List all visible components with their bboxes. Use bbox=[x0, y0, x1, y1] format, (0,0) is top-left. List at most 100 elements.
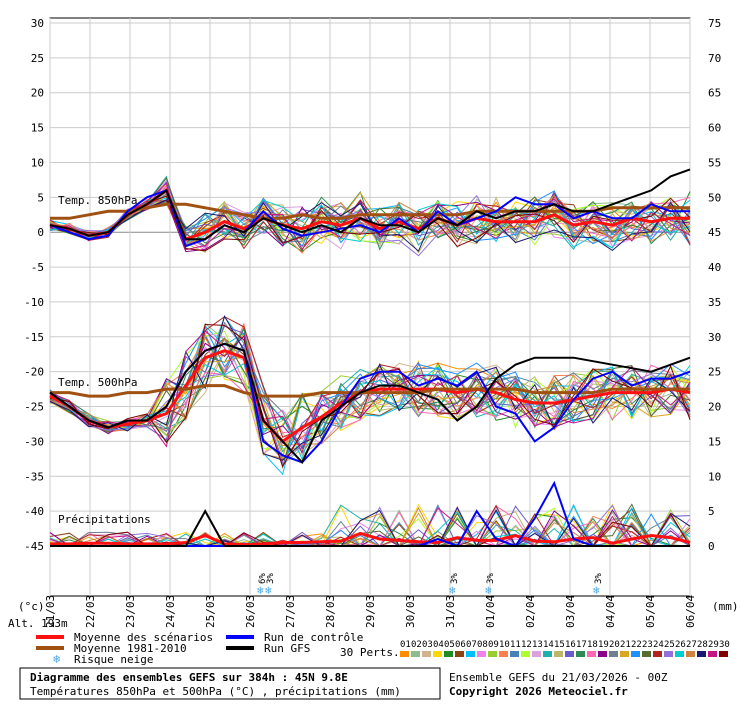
series-t500-line bbox=[50, 384, 690, 398]
left-tick-label: -30 bbox=[24, 435, 44, 448]
pert-number: 07 bbox=[466, 640, 477, 650]
legend-snow: Risque neige bbox=[74, 653, 153, 666]
pert-swatch bbox=[411, 651, 420, 657]
pert-number: 17 bbox=[576, 640, 587, 650]
pert-swatch bbox=[708, 651, 717, 657]
right-tick-label: 75 bbox=[708, 17, 721, 30]
series-precip-line bbox=[50, 509, 690, 547]
member-t500-line bbox=[49, 338, 691, 459]
pert-swatch bbox=[499, 651, 508, 657]
left-tick-label: 25 bbox=[31, 52, 44, 65]
date-tick-label: 26/03 bbox=[244, 595, 257, 628]
footer-subtitle: Températures 850hPa et 500hPa (°C) , pré… bbox=[30, 685, 401, 698]
date-tick-label: 24/03 bbox=[164, 595, 177, 628]
pert-swatch bbox=[444, 651, 453, 657]
pert-swatch bbox=[576, 651, 585, 657]
member-precip-line bbox=[50, 504, 691, 547]
date-tick-label: 31/03 bbox=[444, 595, 457, 628]
pert-number: 11 bbox=[510, 640, 521, 650]
run-info: Ensemble GEFS du 21/03/2026 - 00Z bbox=[449, 671, 668, 684]
snow-probability: 3% bbox=[594, 573, 604, 584]
copyright: Copyright 2026 Meteociel.fr bbox=[449, 685, 628, 698]
pert-number: 27 bbox=[686, 640, 697, 650]
pert-number: 01 bbox=[400, 640, 411, 650]
left-tick-label: -5 bbox=[31, 261, 44, 274]
snow-probability: 3% bbox=[486, 573, 496, 584]
left-tick-label: -45 bbox=[24, 540, 44, 553]
left-tick-label: 20 bbox=[31, 87, 44, 100]
series-t850-line bbox=[49, 189, 690, 248]
left-tick-label: -20 bbox=[24, 366, 44, 379]
right-tick-label: 10 bbox=[708, 470, 721, 483]
series-precip-line bbox=[50, 531, 691, 547]
legend-mean: Moyenne des scénarios bbox=[74, 631, 213, 644]
pert-swatch bbox=[631, 651, 640, 657]
pert-number: 20 bbox=[609, 640, 620, 650]
date-tick-label: 28/03 bbox=[324, 595, 337, 628]
member-t500-line bbox=[49, 327, 691, 437]
pert-swatch bbox=[422, 651, 431, 657]
pert-number: 08 bbox=[477, 640, 488, 650]
left-tick-label: -35 bbox=[24, 470, 44, 483]
pert-swatch bbox=[466, 651, 475, 657]
date-tick-label: 04/04 bbox=[604, 595, 617, 628]
pert-number: 10 bbox=[499, 640, 510, 650]
pert-number: 29 bbox=[708, 640, 719, 650]
snowflake-icon: ❄ bbox=[593, 584, 600, 597]
pert-number: 26 bbox=[675, 640, 686, 650]
pert-number: 05 bbox=[444, 640, 455, 650]
label-t500: Temp. 500hPa bbox=[58, 376, 137, 389]
pert-swatch bbox=[488, 651, 497, 657]
pert-swatch bbox=[587, 651, 596, 657]
date-tick-label: 22/03 bbox=[84, 595, 97, 628]
date-tick-label: 23/03 bbox=[124, 595, 137, 628]
snow-markers: 6%❄3%❄3%❄3%❄3%❄ bbox=[257, 573, 604, 597]
member-t500-line bbox=[49, 332, 691, 456]
pert-swatch bbox=[565, 651, 574, 657]
legend-climo: Moyenne 1981-2010 bbox=[74, 642, 187, 655]
pert-swatch bbox=[697, 651, 706, 657]
series-t500-line bbox=[49, 342, 691, 465]
pert-swatch bbox=[664, 651, 673, 657]
pert-swatch bbox=[400, 651, 409, 657]
pert-swatch bbox=[653, 651, 662, 657]
right-tick-label: 30 bbox=[708, 331, 721, 344]
label-precip: Précipitations bbox=[58, 513, 151, 526]
right-tick-label: 5 bbox=[708, 505, 715, 518]
right-tick-label: 65 bbox=[708, 87, 721, 100]
left-tick-label: 30 bbox=[31, 17, 44, 30]
pert-number: 12 bbox=[521, 640, 532, 650]
snow-probability: 3% bbox=[450, 573, 460, 584]
perts-label: 30 Perts. bbox=[340, 646, 400, 659]
pert-number: 15 bbox=[554, 640, 565, 650]
date-tick-label: 05/04 bbox=[644, 595, 657, 628]
pert-number: 19 bbox=[598, 640, 609, 650]
pert-swatch bbox=[609, 651, 618, 657]
right-tick-label: 0 bbox=[708, 540, 715, 553]
pert-number: 13 bbox=[532, 640, 543, 650]
date-tick-label: 03/04 bbox=[564, 595, 577, 628]
date-tick-label: 30/03 bbox=[404, 595, 417, 628]
date-tick-label: 06/04 bbox=[684, 595, 697, 628]
left-tick-label: 5 bbox=[37, 191, 44, 204]
perts-legend: 01 02 03 04 05 06 07 08 09 10 11 12 13 14 15 16 17 18 19 20… bbox=[400, 640, 730, 657]
pert-number: 23 bbox=[642, 640, 653, 650]
pert-swatch bbox=[675, 651, 684, 657]
left-tick-label: 0 bbox=[37, 226, 44, 239]
date-tick-label: 29/03 bbox=[364, 595, 377, 628]
left-tick-label: 10 bbox=[31, 156, 44, 169]
pert-swatch bbox=[554, 651, 563, 657]
footer-title: Diagramme des ensembles GEFS sur 384h : … bbox=[30, 671, 348, 684]
pert-number: 21 bbox=[620, 640, 631, 650]
right-tick-label: 70 bbox=[708, 52, 721, 65]
pert-number: 03 bbox=[422, 640, 433, 650]
pert-number: 25 bbox=[664, 640, 675, 650]
snow-probability: 3% bbox=[266, 573, 276, 584]
member-t500-line bbox=[49, 314, 691, 461]
left-axis-unit: (°c) bbox=[18, 600, 45, 613]
snowflake-icon: ❄ bbox=[53, 652, 60, 666]
pert-swatch bbox=[455, 651, 464, 657]
pert-number: 09 bbox=[488, 640, 499, 650]
date-tick-label: 01/04 bbox=[484, 595, 497, 628]
legend-gfs: Run GFS bbox=[264, 642, 310, 655]
